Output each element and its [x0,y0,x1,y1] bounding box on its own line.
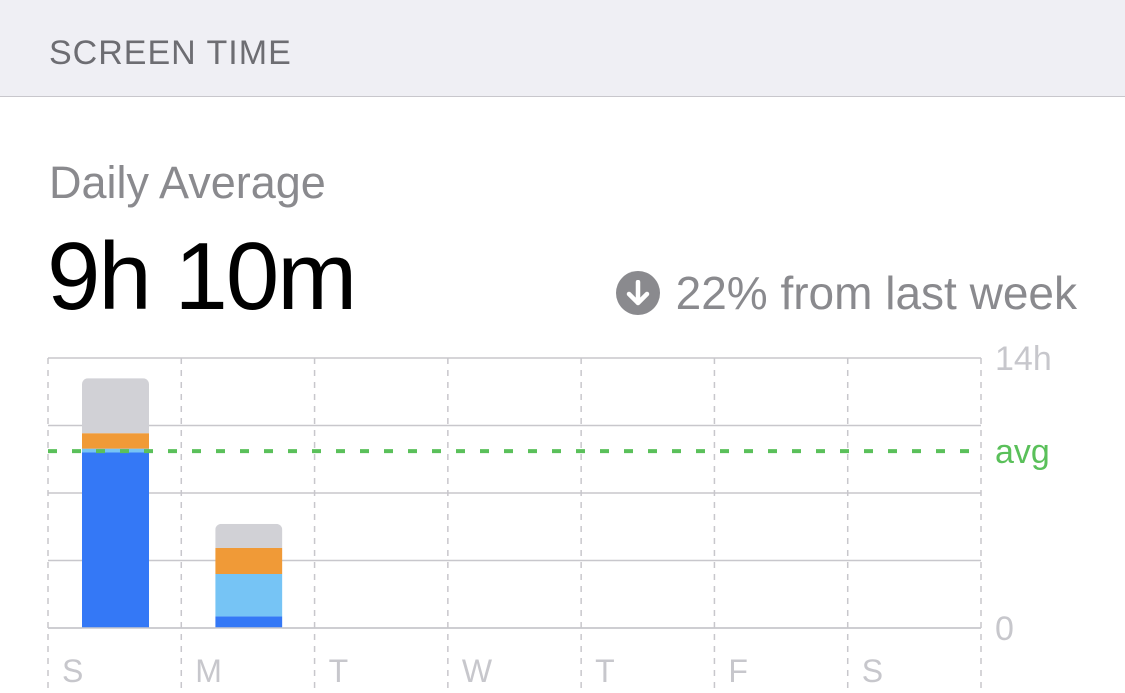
section-header: SCREEN TIME [0,0,1125,97]
x-tick-label: W [462,653,493,689]
x-tick-label: S [62,653,83,689]
x-tick-label: S [862,653,883,689]
bar-segment [82,433,149,449]
bar-segment [215,523,283,548]
x-tick-label: T [329,653,349,689]
bar-base-mask [215,628,283,640]
x-tick-label: T [595,653,615,689]
bar-segment [215,547,283,574]
bar-0 [82,378,149,628]
bar-segment [82,452,149,628]
bar-segment [215,574,283,617]
weekly-change: 22% from last week [615,266,1077,320]
bar-segment [82,378,149,434]
daily-average-label: Daily Average [49,157,326,208]
y-tick-label: 14h [995,340,1052,378]
bar-segment [82,448,149,453]
average-label: avg [995,433,1050,471]
arrow-down-circle-icon [615,271,660,315]
daily-average-value: 9h 10m [47,223,357,330]
weekly-change-text: 22% from last week [675,267,1077,319]
y-tick-label: 0 [995,610,1014,648]
bar-segment [215,616,283,628]
section-title: SCREEN TIME [49,34,292,72]
x-tick-label: F [728,653,748,689]
bar-1 [215,523,283,628]
bar-base-mask [82,628,149,640]
x-tick-label: M [195,653,222,689]
